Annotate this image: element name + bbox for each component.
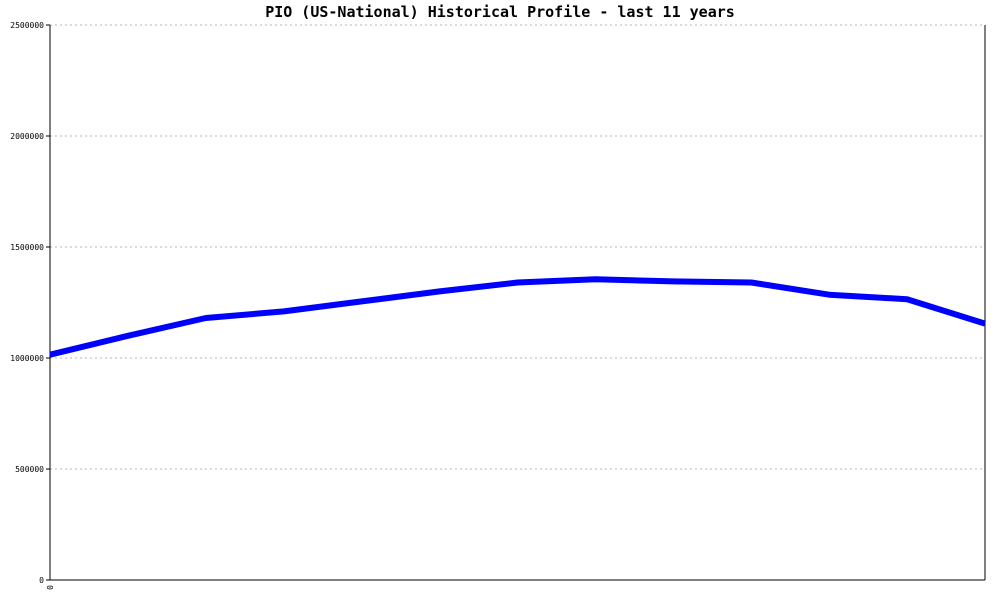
gridlines bbox=[50, 24, 985, 470]
y-tick-label: 2500000 bbox=[10, 21, 44, 30]
y-tick-label: 0 bbox=[39, 576, 44, 585]
y-tick-label: 500000 bbox=[15, 465, 44, 474]
y-tick-label: 1500000 bbox=[10, 243, 44, 252]
y-tick-label: 2000000 bbox=[10, 132, 44, 141]
x-tick-label: 0 bbox=[46, 585, 55, 590]
y-tick-label: 1000000 bbox=[10, 354, 44, 363]
x-tick-labels: 0 bbox=[46, 585, 55, 590]
y-tick-labels: 0 500000 1000000 1500000 2000000 2500000 bbox=[10, 21, 44, 585]
axes bbox=[46, 24, 986, 581]
series-layer bbox=[49, 276, 986, 358]
series-line bbox=[49, 276, 986, 358]
chart-title: PIO (US-National) Historical Profile - l… bbox=[265, 3, 735, 21]
